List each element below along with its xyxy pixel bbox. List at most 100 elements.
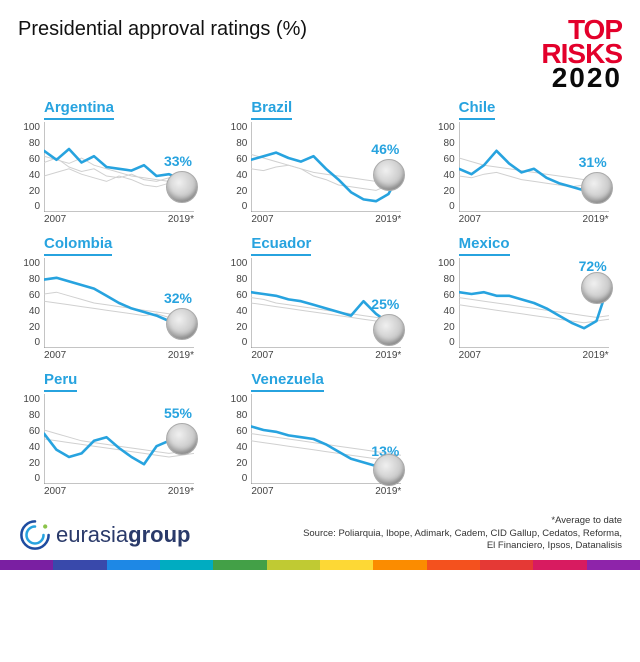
y-axis: 100806040200 <box>18 122 44 212</box>
color-stripe <box>0 560 640 570</box>
stripe-segment <box>587 560 640 570</box>
x-axis: 2007 2019* <box>459 350 609 361</box>
chart-chile: Chile10080604020031%20072019* <box>433 99 622 225</box>
stripe-segment <box>373 560 426 570</box>
x-axis: 20072019* <box>251 350 401 361</box>
y-tick: 100 <box>18 122 40 133</box>
end-value-label: 25% <box>371 296 399 312</box>
chart-title: Mexico <box>459 235 510 256</box>
source-text: Source: Poliarquia, Ibope, Adimark, Cade… <box>302 528 622 553</box>
y-tick: 60 <box>18 154 40 165</box>
y-tick: 60 <box>225 154 247 165</box>
x-start: 2007 <box>251 486 273 497</box>
plot-area: 13% <box>251 394 401 484</box>
x-end: 2019* <box>168 214 194 225</box>
chart-title: Colombia <box>44 235 112 256</box>
x-axis: 20072019* <box>251 214 401 225</box>
x-axis: 2007 2019* <box>44 214 194 225</box>
chart-title: Peru <box>44 371 77 392</box>
plot-area: 46% <box>251 122 401 212</box>
chart-colombia: Colombia10080604020032%20072019* <box>18 235 207 361</box>
plot-wrap: 10080604020046% <box>225 122 414 212</box>
x-end: 2019* <box>168 486 194 497</box>
x-end: 2019* <box>583 350 609 361</box>
y-axis: 100806040200 <box>433 122 459 212</box>
plot-wrap: 10080604020072% <box>433 258 622 348</box>
y-tick: 100 <box>433 122 455 133</box>
y-tick: 20 <box>225 322 247 333</box>
y-axis: 100806040200 <box>18 258 44 348</box>
chart-peru: Peru100806040200 55% 2007 2019* <box>18 371 207 497</box>
y-tick: 80 <box>18 138 40 149</box>
y-tick: 0 <box>225 201 247 212</box>
plot-wrap: 100806040200 32% <box>18 258 207 348</box>
plot-area: 55% <box>44 394 194 484</box>
y-tick: 80 <box>433 274 455 285</box>
y-tick: 0 <box>225 337 247 348</box>
y-tick: 40 <box>225 170 247 181</box>
y-tick: 20 <box>18 186 40 197</box>
y-tick: 0 <box>225 473 247 484</box>
stripe-segment <box>267 560 320 570</box>
page-title: Presidential approval ratings (%) <box>18 18 307 41</box>
x-start: 2007 <box>44 214 66 225</box>
y-axis: 100806040200 <box>225 122 251 212</box>
logo-text-a: eurasia <box>56 522 128 547</box>
y-tick: 100 <box>225 122 247 133</box>
y-tick: 80 <box>225 138 247 149</box>
source-block: *Average to date Source: Poliarquia, Ibo… <box>302 515 622 552</box>
y-tick: 0 <box>433 201 455 212</box>
y-axis: 100806040200 <box>18 394 44 484</box>
y-tick: 100 <box>18 394 40 405</box>
chart-brazil: Brazil10080604020046%20072019* <box>225 99 414 225</box>
logo-text-b: group <box>128 522 190 547</box>
y-tick: 40 <box>433 306 455 317</box>
x-axis: 2007 2019* <box>459 214 609 225</box>
chart-argentina: Argentina10080604020033%20072019* <box>18 99 207 225</box>
y-tick: 100 <box>433 258 455 269</box>
end-value-label: 55% <box>164 405 192 421</box>
chart-mexico: Mexico10080604020072%20072019* <box>433 235 622 361</box>
plot-wrap: 10080604020025% <box>225 258 414 348</box>
stripe-segment <box>53 560 106 570</box>
chart-venezuela: Venezuela10080604020013%20072019* <box>225 371 414 497</box>
y-tick: 0 <box>433 337 455 348</box>
chart-title: Venezuela <box>251 371 324 392</box>
eurasia-logo: eurasiagroup <box>18 518 190 552</box>
stripe-segment <box>107 560 160 570</box>
president-portrait-icon <box>166 171 198 203</box>
y-tick: 100 <box>18 258 40 269</box>
president-portrait-icon <box>581 272 613 304</box>
plot-area: 33% <box>44 122 194 212</box>
y-tick: 80 <box>18 274 40 285</box>
x-start: 2007 <box>459 214 481 225</box>
y-tick: 20 <box>225 458 247 469</box>
end-value-label: 31% <box>579 154 607 170</box>
stripe-segment <box>0 560 53 570</box>
x-start: 2007 <box>251 350 273 361</box>
plot-area: 72% <box>459 258 609 348</box>
stripe-segment <box>160 560 213 570</box>
x-start: 2007 <box>459 350 481 361</box>
end-value-label: 32% <box>164 290 192 306</box>
y-tick: 40 <box>18 170 40 181</box>
y-axis: 100806040200 <box>225 258 251 348</box>
page: Presidential approval ratings (%) TOP RI… <box>0 0 640 552</box>
x-start: 2007 <box>44 486 66 497</box>
footnote: *Average to date <box>302 515 622 527</box>
x-end: 2019* <box>583 214 609 225</box>
y-tick: 100 <box>225 394 247 405</box>
y-tick: 20 <box>18 458 40 469</box>
y-tick: 80 <box>433 138 455 149</box>
president-portrait-icon <box>166 423 198 455</box>
x-end: 2019* <box>168 350 194 361</box>
footer: eurasiagroup *Average to date Source: Po… <box>18 515 622 552</box>
chart-title: Chile <box>459 99 496 120</box>
y-tick: 20 <box>433 322 455 333</box>
end-value-label: 46% <box>371 141 399 157</box>
y-tick: 60 <box>225 290 247 301</box>
y-tick: 40 <box>433 170 455 181</box>
chart-title: Argentina <box>44 99 114 120</box>
x-axis: 2007 2019* <box>44 486 194 497</box>
y-tick: 100 <box>225 258 247 269</box>
